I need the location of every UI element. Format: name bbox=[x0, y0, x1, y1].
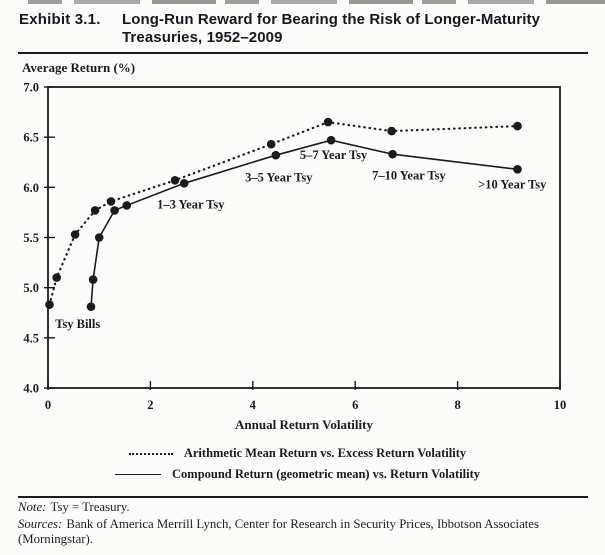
note-text: Tsy = Treasury. bbox=[50, 500, 130, 514]
series-annotation: 5–7 Year Tsy bbox=[300, 148, 368, 162]
solid-line-sample bbox=[115, 474, 162, 475]
exhibit-title-line1: Long-Run Reward for Bearing the Risk of … bbox=[122, 11, 541, 28]
exhibit-chart: 7.0 6.5 6.0 5.5 5.0 4.5 4.0 0 2 4 6 8 10 Average Retu… bbox=[22, 60, 567, 432]
data-point-dotted bbox=[90, 206, 100, 215]
x-axis-title: Annual Return Volatility bbox=[235, 417, 373, 432]
data-point-solid bbox=[94, 233, 104, 242]
data-point-solid bbox=[110, 206, 119, 215]
legend-item-compound: Compound Return (geometric mean) vs. Ret… bbox=[115, 467, 480, 482]
data-point-dotted bbox=[52, 273, 61, 282]
sources-prefix: Sources: bbox=[18, 516, 63, 531]
y-tick-label: 6.0 bbox=[23, 181, 39, 195]
data-point-dotted bbox=[106, 197, 116, 206]
data-point-solid bbox=[513, 165, 522, 174]
x-tick-label: 4 bbox=[250, 398, 257, 412]
exhibit-title: Long-Run Reward for Bearing the Risk of … bbox=[122, 11, 540, 47]
title-divider bbox=[18, 52, 588, 54]
exhibit-number: Exhibit 3.1. bbox=[19, 11, 101, 28]
data-point-solid bbox=[122, 201, 132, 210]
y-tick-label: 6.5 bbox=[23, 131, 39, 145]
series-annotation: 7–10 Year Tsy bbox=[372, 168, 446, 182]
y-tick-label: 5.5 bbox=[23, 231, 39, 245]
note-prefix: Note: bbox=[18, 500, 47, 514]
data-point-dotted bbox=[170, 176, 180, 185]
y-axis-title: Average Return (%) bbox=[22, 60, 135, 75]
data-point-dotted bbox=[266, 139, 276, 149]
data-point-dotted bbox=[45, 300, 54, 310]
legend-label-arithmetic: Arithmetic Mean Return vs. Excess Return… bbox=[183, 446, 467, 460]
dotted-line-sample bbox=[128, 452, 173, 455]
series-annotation: Tsy Bills bbox=[55, 317, 100, 331]
note-line: Note: Tsy = Treasury. bbox=[18, 500, 594, 516]
series-line-solid bbox=[90, 139, 518, 307]
x-tick-label: 6 bbox=[352, 398, 358, 412]
x-tick-label: 10 bbox=[554, 398, 567, 412]
data-point-solid bbox=[88, 275, 98, 284]
data-point-solid bbox=[179, 179, 189, 188]
x-tick-label: 2 bbox=[147, 398, 153, 412]
data-point-dotted bbox=[513, 121, 522, 131]
series-annotation: 1–3 Year Tsy bbox=[157, 197, 225, 211]
x-tick-label: 8 bbox=[454, 398, 460, 412]
y-tick-label: 4.0 bbox=[23, 382, 39, 396]
y-tick-label: 5.0 bbox=[23, 281, 39, 295]
data-point-solid bbox=[271, 150, 281, 160]
sources-line: Sources: Bank of America Merrill Lynch, C… bbox=[18, 517, 594, 548]
data-point-dotted bbox=[70, 230, 80, 239]
x-tick-label: 0 bbox=[45, 398, 51, 412]
footer-notes: Note: Tsy = Treasury. Sources: Bank of Ame… bbox=[18, 500, 594, 548]
legend-label-compound: Compound Return (geometric mean) vs. Ret… bbox=[172, 467, 480, 481]
sources-text-line2: (Morningstar). bbox=[18, 532, 93, 546]
data-point-dotted bbox=[323, 117, 333, 127]
footer-divider bbox=[18, 496, 588, 498]
exhibit-title-line2: Treasuries, 1952–2009 bbox=[122, 29, 283, 46]
scan-artifact-strip bbox=[28, 0, 605, 4]
y-tick-label: 7.0 bbox=[23, 81, 39, 95]
data-point-solid bbox=[388, 149, 397, 159]
y-tick-label: 4.5 bbox=[23, 331, 39, 345]
data-point-solid bbox=[326, 135, 336, 145]
series-annotation: 3–5 Year Tsy bbox=[245, 170, 313, 184]
chart-legend: Arithmetic Mean Return vs. Excess Return… bbox=[10, 446, 585, 482]
series-line-dotted bbox=[48, 120, 519, 306]
legend-item-arithmetic: Arithmetic Mean Return vs. Excess Return… bbox=[128, 446, 467, 461]
data-point-dotted bbox=[387, 126, 396, 136]
data-point-solid bbox=[86, 302, 96, 312]
series-annotation: >10 Year Tsy bbox=[478, 177, 547, 191]
sources-text-line1: Bank of America Merrill Lynch, Center fo… bbox=[66, 516, 539, 531]
